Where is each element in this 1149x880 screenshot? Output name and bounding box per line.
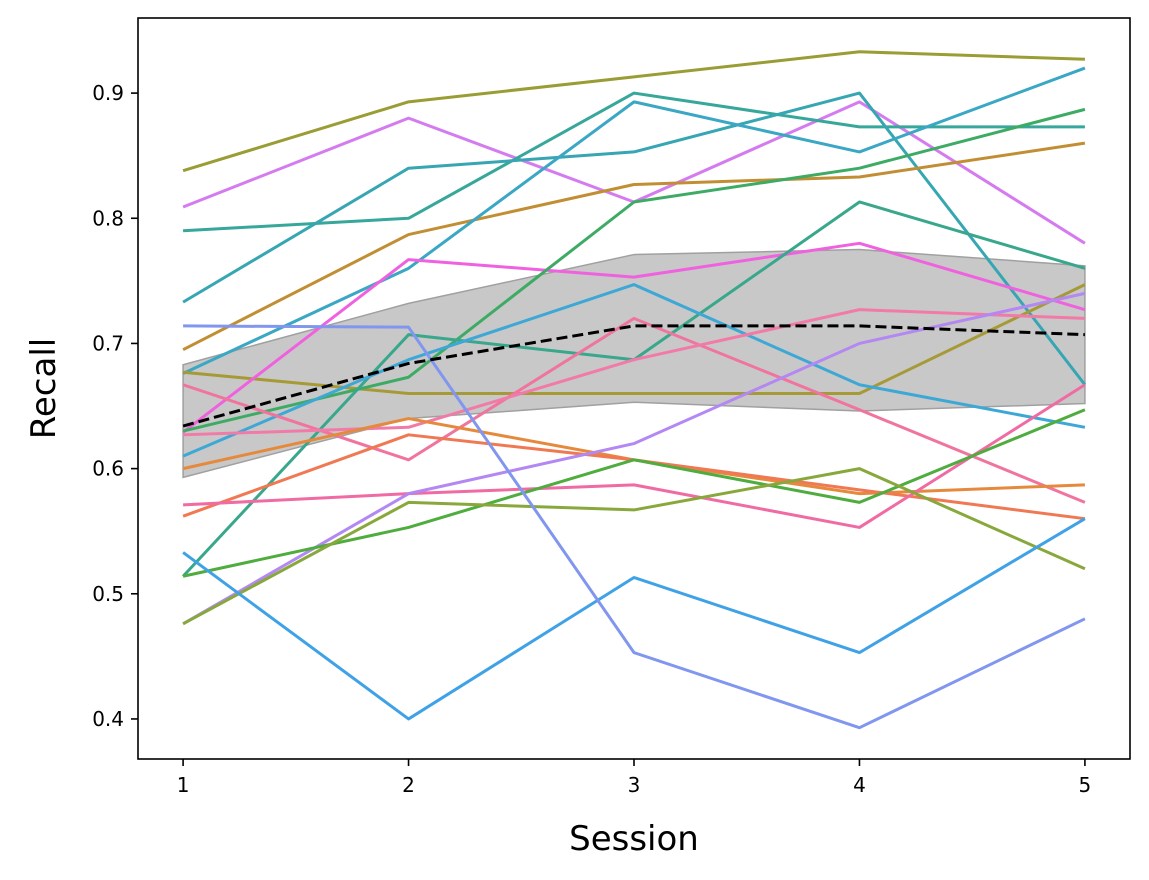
series-line-8: [182, 241, 1086, 434]
x-tick-label: 3: [628, 773, 641, 797]
series-line-16: [183, 383, 1086, 529]
series-line-1: [182, 50, 1085, 173]
series-line-6: [182, 66, 1086, 375]
series-line-4: [182, 91, 1087, 386]
y-tick-label: 0.9: [92, 81, 124, 105]
series-line-3: [183, 91, 1085, 233]
series-line-20: [182, 517, 1086, 721]
series-line-9: [182, 107, 1086, 433]
y-tick-label: 0.5: [92, 582, 124, 606]
series-line-21: [183, 324, 1086, 730]
series-line-13: [183, 308, 1085, 437]
series-line-7: [182, 283, 1086, 396]
axes-layer: 1 2 3 4 5 0.4 0.5 0.6 0.7 0.8 0.9: [92, 17, 1131, 797]
series-line-11: [182, 283, 1086, 458]
series-line-17: [182, 291, 1086, 626]
y-tick-label: 0.7: [92, 331, 124, 355]
series-lines-layer: [181, 50, 1087, 730]
series-line-19: [182, 467, 1086, 626]
x-tick-label: 1: [177, 773, 190, 797]
y-tick-label: 0.6: [92, 457, 124, 481]
x-tick-label: 2: [402, 773, 415, 797]
x-tick-label: 5: [1079, 773, 1092, 797]
x-tick-label: 4: [853, 773, 866, 797]
x-axis-label: Session: [569, 819, 699, 859]
y-tick-label: 0.8: [92, 206, 124, 230]
y-axis-label: Recall: [24, 338, 64, 439]
y-tick-label: 0.4: [92, 707, 124, 731]
series-line-5: [182, 141, 1086, 352]
